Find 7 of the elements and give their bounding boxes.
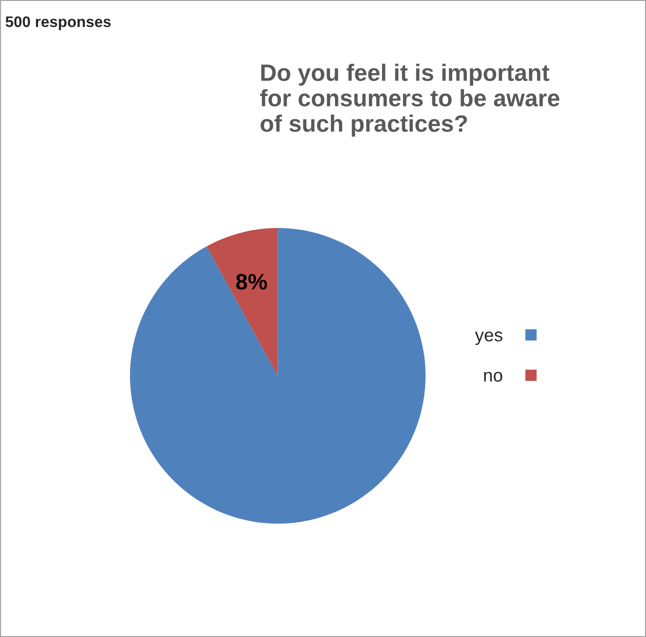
legend-label: yes [474,332,502,345]
pie-slice [206,228,278,376]
legend-label: no [484,372,502,382]
pie-slice [130,228,426,524]
chart-title: Do you feel it is important for consumers to be aware of such practices? [260,64,560,137]
text: 500 responses [6,16,111,30]
data-label: 8% [236,274,267,290]
